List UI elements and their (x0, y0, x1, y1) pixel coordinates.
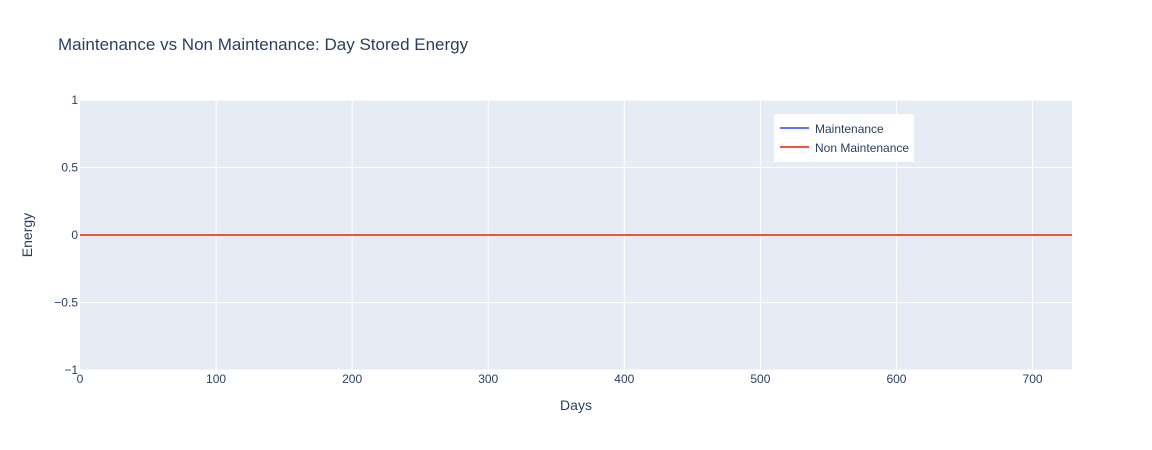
y-tick-label: −1 (64, 363, 78, 377)
y-axis-title: Energy (19, 213, 35, 257)
x-tick-label: 400 (614, 372, 634, 386)
y-tick-label: −0.5 (54, 296, 78, 310)
legend-label-non-maintenance[interactable]: Non Maintenance (815, 141, 909, 155)
x-axis-tick-labels: 0 100 200 300 400 500 600 700 (77, 372, 1043, 386)
chart-title: Maintenance vs Non Maintenance: Day Stor… (58, 35, 469, 54)
legend: Maintenance Non Maintenance (774, 114, 914, 162)
x-tick-label: 500 (750, 372, 770, 386)
legend-box (774, 114, 914, 162)
y-tick-label: 0 (71, 228, 78, 242)
y-tick-label: 1 (71, 93, 78, 107)
x-tick-label: 300 (478, 372, 498, 386)
x-tick-label: 600 (886, 372, 906, 386)
x-axis-title: Days (560, 397, 592, 413)
x-tick-label: 200 (342, 372, 362, 386)
y-axis-tick-labels: 1 0.5 0 −0.5 −1 (54, 93, 78, 377)
x-tick-label: 0 (77, 372, 84, 386)
legend-label-maintenance[interactable]: Maintenance (815, 122, 884, 136)
x-tick-label: 100 (206, 372, 226, 386)
x-tick-label: 700 (1023, 372, 1043, 386)
y-tick-label: 0.5 (61, 161, 78, 175)
